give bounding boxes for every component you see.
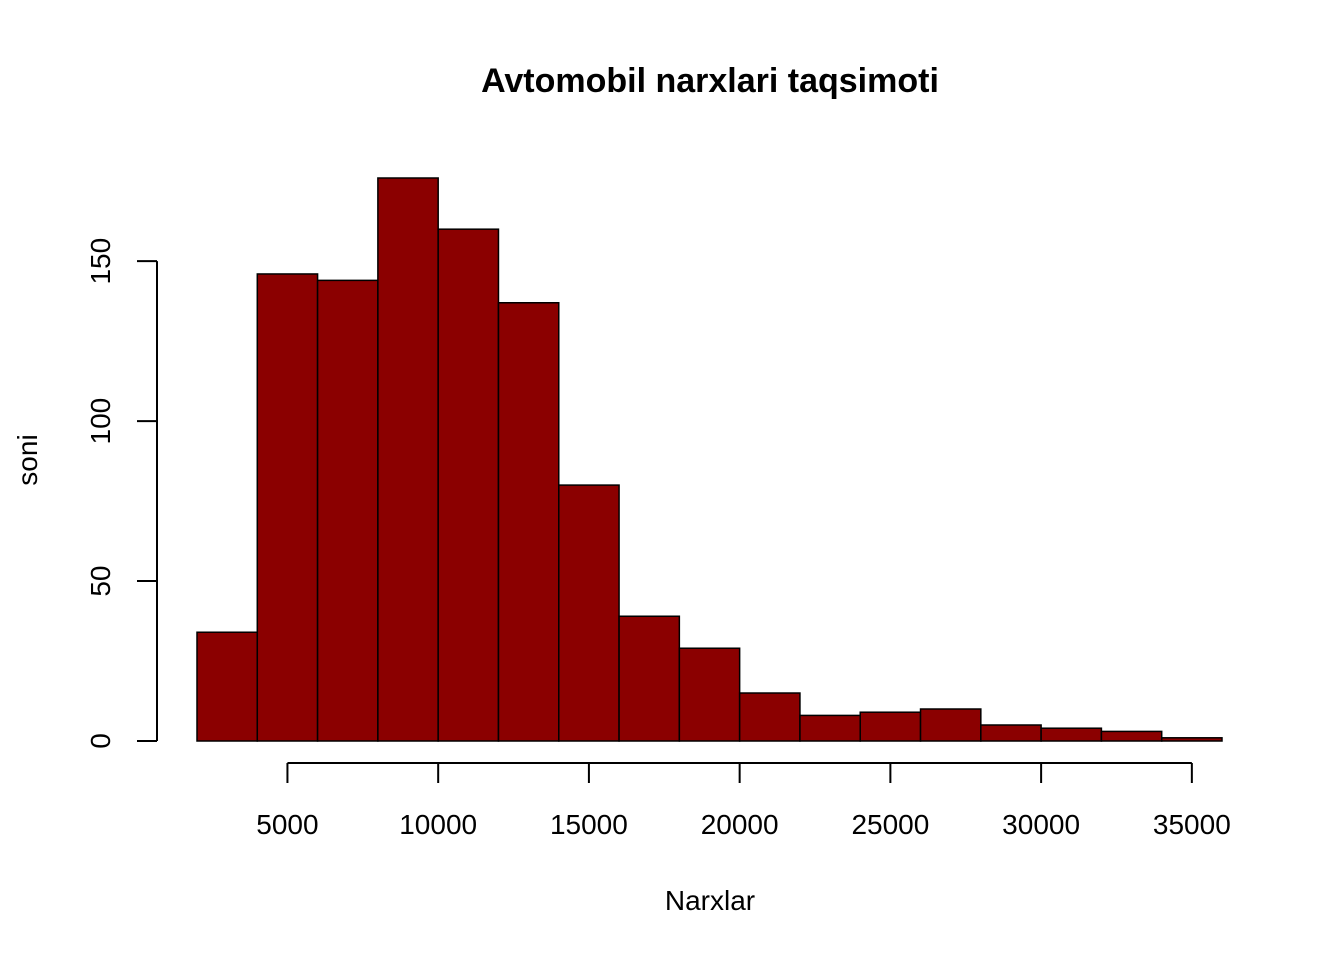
histogram-bar [678, 647, 741, 742]
x-tick-label: 30000 [1002, 809, 1080, 840]
x-tick-label: 15000 [550, 809, 628, 840]
chart-title: Avtomobil narxlari taqsimoti [481, 62, 939, 100]
y-tick-label: 100 [85, 398, 116, 445]
x-axis-label: Narxlar [665, 885, 755, 916]
x-tick-label: 25000 [851, 809, 929, 840]
histogram-bar [256, 273, 319, 742]
histogram-bar [618, 615, 681, 742]
y-tick-label: 150 [85, 238, 116, 285]
histogram-bar [558, 484, 620, 742]
histogram-bar [859, 711, 922, 742]
x-tick-label: 35000 [1153, 809, 1231, 840]
histogram-bar [1100, 730, 1163, 742]
y-axis-label: soni [12, 434, 43, 485]
histogram-bar [980, 724, 1042, 742]
histogram-bar [919, 708, 982, 742]
y-tick-label: 0 [85, 733, 116, 749]
histogram-bar [1160, 737, 1223, 742]
x-axis: 5000 10000 15000 20000 25000 30000 35000 [256, 762, 1231, 840]
bars-group [196, 177, 1223, 742]
histogram-bar [799, 714, 861, 742]
histogram-bar [377, 177, 439, 742]
x-tick-label: 10000 [399, 809, 477, 840]
histogram-bar [196, 631, 259, 742]
histogram-bar [316, 279, 379, 742]
histogram-bar [437, 228, 500, 742]
y-axis: 0 50 100 150 [85, 238, 158, 749]
x-tick-label: 5000 [256, 809, 318, 840]
x-tick-label: 20000 [701, 809, 779, 840]
y-tick-label: 50 [85, 565, 116, 596]
histogram-bar [1040, 727, 1103, 742]
histogram-bar [738, 692, 801, 742]
histogram-bar [497, 302, 560, 742]
